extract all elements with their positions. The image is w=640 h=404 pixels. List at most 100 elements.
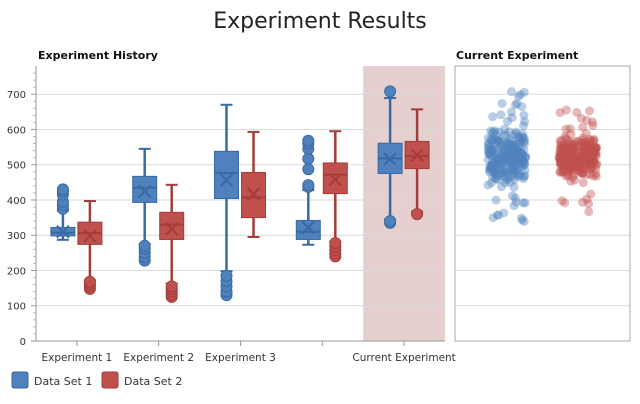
scatter-point-data-set-1 [493,210,503,220]
y-tick-label: 300 [7,231,26,242]
scatter-point-data-set-2 [589,143,599,153]
scatter-point-data-set-1 [514,146,524,156]
y-tick-label: 500 [7,161,26,172]
scatter-point-data-set-2 [572,161,582,171]
box-data-set-2-2 [159,183,185,303]
chart-title: Experiment Results [213,9,427,34]
outlier-point [384,85,397,98]
scatter-point-data-set-1 [492,170,502,180]
scatter-point-data-set-2 [575,147,585,157]
scatter-point-data-set-1 [506,161,516,171]
scatter-point-data-set-1 [492,158,502,168]
scatter-point-data-set-2 [581,129,591,139]
scatter-point-data-set-2 [564,139,574,149]
scatter-point-data-set-1 [514,160,524,170]
scatter-point-data-set-1 [510,146,520,156]
scatter-point-data-set-2 [585,147,595,157]
scatter-point-data-set-2 [578,148,588,158]
scatter-point-data-set-2 [583,157,593,167]
scatter-point-data-set-2 [577,141,587,151]
scatter-point-data-set-1 [508,141,518,151]
scatter-point-data-set-1 [506,157,516,167]
scatter-point-data-set-1 [488,144,498,154]
scatter-point-data-set-2 [583,142,593,152]
y-tick-label: 700 [7,90,26,101]
scatter-point-data-set-1 [497,159,507,169]
scatter-point-data-set-1 [508,144,518,154]
scatter-point-data-set-1 [496,160,506,170]
scatter-point-data-set-2 [555,159,565,169]
scatter-point-data-set-2 [564,158,574,168]
scatter-point-data-set-2 [575,156,585,166]
scatter-point-data-set-2 [562,148,572,158]
scatter-frame [454,65,631,342]
scatter-point-data-set-2 [570,175,580,185]
scatter-point-data-set-2 [580,161,590,171]
mean-marker [219,173,234,187]
scatter-point-data-set-1 [509,160,519,170]
scatter-point-data-set-1 [520,171,530,181]
outlier-point [329,236,342,249]
scatter-point-data-set-1 [509,154,519,164]
scatter-point-data-set-1 [505,135,515,145]
scatter-point-data-set-2 [557,142,567,152]
scatter-point-data-set-1 [514,132,524,142]
scatter-point-data-set-2 [578,168,588,178]
scatter-point-data-set-2 [565,145,575,155]
scatter-point-data-set-2 [587,152,597,162]
scatter-point-data-set-2 [571,155,581,165]
scatter-point-data-set-1 [486,145,496,155]
scatter-point-data-set-1 [488,148,498,158]
scatter-point-data-set-2 [579,161,589,171]
scatter-point-data-set-2 [580,156,590,166]
scatter-point-data-set-1 [512,129,522,139]
scatter-point-data-set-1 [514,163,524,173]
scatter-point-data-set-2 [582,151,592,161]
scatter-point-data-set-1 [507,163,517,173]
scatter-point-data-set-1 [493,153,503,163]
scatter-point-data-set-1 [483,180,493,190]
scatter-point-data-set-1 [510,166,520,176]
outlier-point [138,239,151,252]
scatter-point-data-set-1 [520,136,530,146]
scatter-point-data-set-1 [502,116,512,126]
scatter-point-data-set-2 [572,107,582,117]
scatter-point-data-set-2 [591,169,601,179]
scatter-point-data-set-1 [506,150,516,160]
scatter-point-data-set-1 [486,134,496,144]
scatter-point-data-set-1 [508,151,518,161]
scatter-point-data-set-2 [566,150,576,160]
scatter-point-data-set-1 [521,153,531,163]
scatter-point-data-set-1 [493,136,503,146]
mean-marker [137,184,152,199]
scatter-point-data-set-1 [514,133,524,143]
scatter-point-data-set-1 [500,141,510,151]
scatter-point-data-set-2 [577,141,587,151]
scatter-point-data-set-2 [566,156,576,166]
scatter-point-data-set-1 [515,138,525,148]
scatter-point-data-set-2 [563,153,573,163]
scatter-point-data-set-2 [560,158,570,168]
scatter-point-data-set-2 [555,158,565,168]
scatter-point-data-set-1 [490,166,500,176]
scatter-point-data-set-2 [574,159,584,169]
scatter-point-data-set-1 [506,145,516,155]
scatter-point-data-set-2 [580,152,590,162]
y-tick-label: 600 [7,125,26,136]
scatter-point-data-set-2 [586,189,596,199]
scatter-point-data-set-2 [555,155,565,165]
scatter-point-data-set-1 [510,193,520,203]
scatter-point-data-set-2 [566,129,576,139]
scatter-point-data-set-1 [511,197,521,207]
scatter-point-data-set-2 [558,159,568,169]
scatter-point-data-set-1 [512,165,522,175]
scatter-point-data-set-2 [568,164,578,174]
scatter-point-data-set-2 [584,140,594,150]
scatter-point-data-set-2 [567,150,577,160]
scatter-point-data-set-2 [585,147,595,157]
scatter-point-data-set-2 [560,154,570,164]
scatter-point-data-set-2 [566,163,576,173]
scatter-point-data-set-1 [500,151,510,161]
scatter-point-data-set-1 [512,147,522,157]
scatter-point-data-set-1 [507,142,517,152]
